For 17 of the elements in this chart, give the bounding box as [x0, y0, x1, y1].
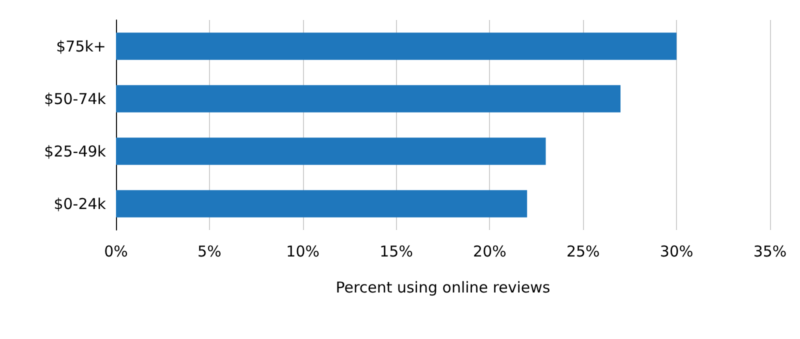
bar: [116, 85, 621, 112]
x-tick-label: 30%: [660, 242, 694, 260]
x-tick-label: 5%: [198, 242, 222, 260]
bar: [116, 32, 677, 60]
bar: [116, 138, 546, 165]
y-tick-label: $25-49k: [44, 142, 106, 160]
x-axis-title: Percent using online reviews: [336, 278, 550, 296]
x-tick-label: 25%: [566, 242, 600, 260]
x-tick-label: 35%: [753, 242, 787, 260]
x-tick-label: 15%: [380, 242, 413, 260]
x-tick-label: 0%: [104, 242, 128, 260]
y-tick-label: $0-24k: [54, 194, 106, 213]
x-tick-label: 20%: [473, 242, 506, 260]
y-tick-label: $75k+: [56, 37, 106, 56]
bar: [116, 190, 528, 218]
x-tick-label: 10%: [286, 242, 320, 260]
y-tick-label: $50-74k: [44, 90, 106, 108]
